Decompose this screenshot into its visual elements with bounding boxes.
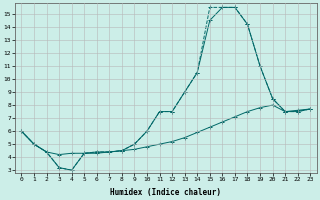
X-axis label: Humidex (Indice chaleur): Humidex (Indice chaleur) (110, 188, 221, 197)
